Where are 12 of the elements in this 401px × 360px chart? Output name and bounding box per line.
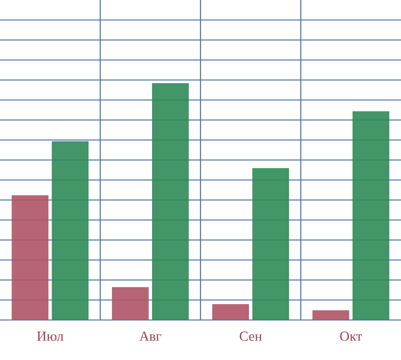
- bar: [112, 287, 149, 320]
- bar: [352, 111, 390, 320]
- x-tick-label: Сен: [240, 332, 262, 341]
- bar: [52, 141, 89, 320]
- x-tick-label: Авг: [139, 332, 162, 341]
- bar: [12, 195, 48, 320]
- bar: [252, 168, 290, 320]
- bar: [212, 304, 249, 320]
- bar: [152, 83, 189, 320]
- x-tick-label: Июл: [37, 332, 64, 341]
- bar: [312, 310, 350, 320]
- x-tick-label: Окт: [340, 332, 362, 341]
